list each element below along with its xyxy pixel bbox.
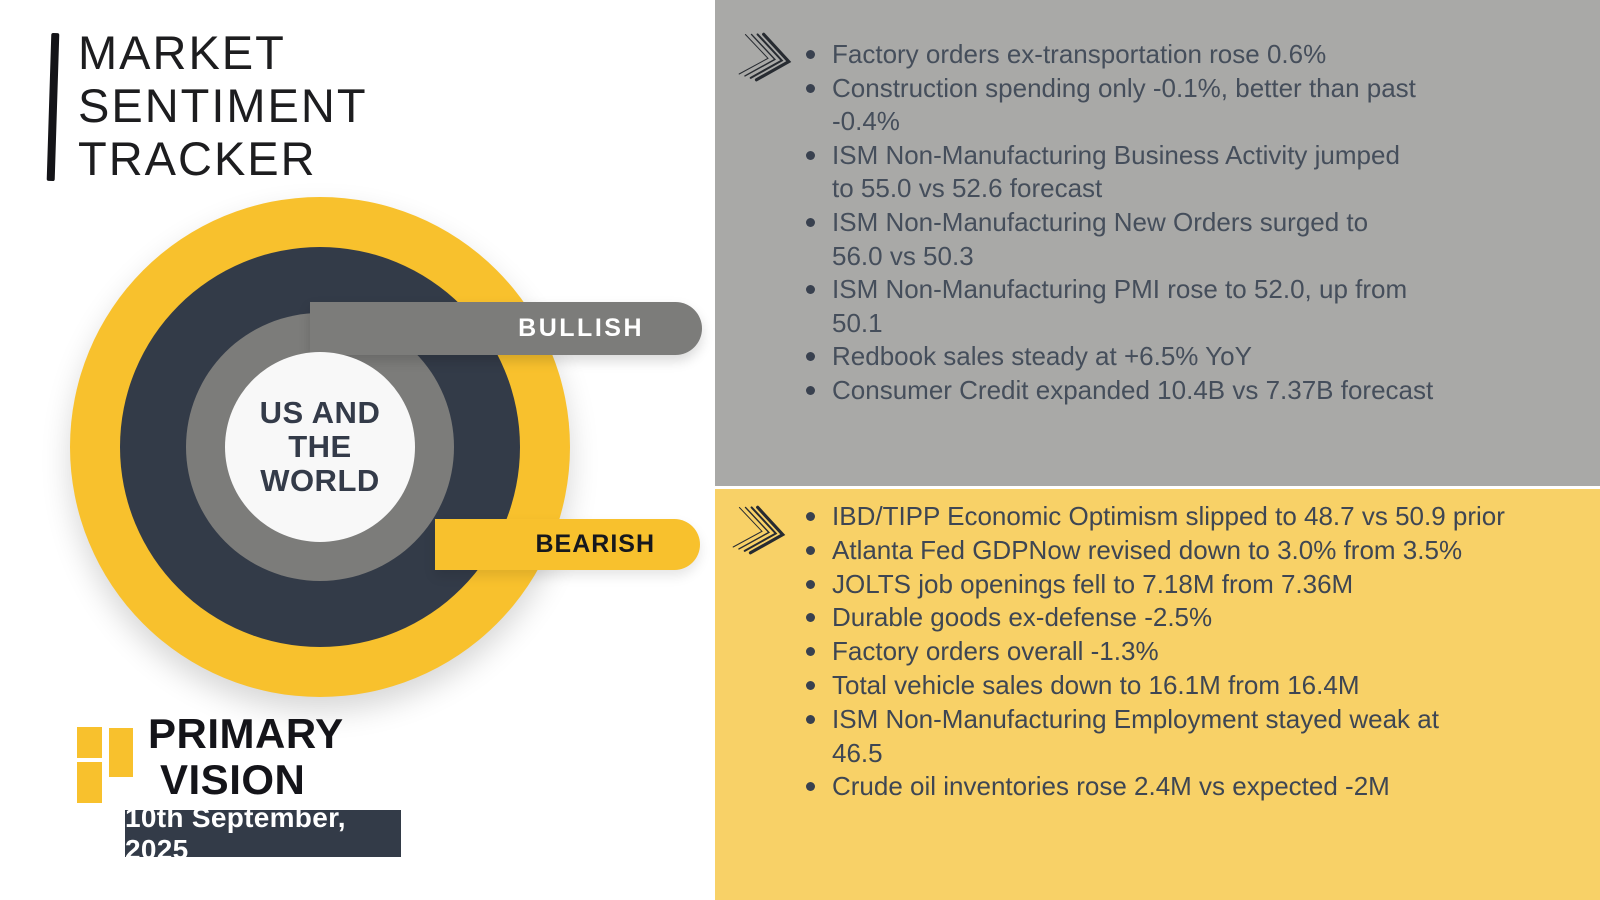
title-line: SENTIMENT xyxy=(78,79,368,132)
bullish-label: BULLISH xyxy=(518,314,644,342)
brand-name: PRIMARY VISION xyxy=(148,711,344,803)
date-badge: 10th September, 2025 xyxy=(125,802,401,865)
title-line: TRACKER xyxy=(78,132,317,185)
bearish-item: ISM Non-Manufacturing Employment stayed … xyxy=(800,703,1592,771)
bearish-list: IBD/TIPP Economic Optimism slipped to 48… xyxy=(800,500,1592,804)
bearish-tag: BEARISH xyxy=(435,519,700,570)
bearish-item: JOLTS job openings fell to 7.18M from 7.… xyxy=(800,568,1592,602)
double-chevron-right-icon xyxy=(732,505,786,555)
bullish-item: Consumer Credit expanded 10.4B vs 7.37B … xyxy=(800,374,1575,408)
brand-name-line: PRIMARY xyxy=(148,710,344,757)
bearish-item: Atlanta Fed GDPNow revised down to 3.0% … xyxy=(800,534,1592,568)
bearish-item: Factory orders overall -1.3% xyxy=(800,635,1592,669)
bearish-item: Durable goods ex-defense -2.5% xyxy=(800,601,1592,635)
logo-block xyxy=(77,762,102,803)
bullish-item: Factory orders ex-transportation rose 0.… xyxy=(800,38,1575,72)
wheel-center-label: US AND THE WORLD xyxy=(260,396,381,498)
page-title: MARKET SENTIMENT TRACKER xyxy=(78,26,368,185)
bullish-tag: BULLISH xyxy=(310,302,702,355)
bearish-item: Total vehicle sales down to 16.1M from 1… xyxy=(800,669,1592,703)
brand-name-line: VISION xyxy=(160,756,306,803)
wheel-center-line: US AND xyxy=(259,395,381,430)
bearish-item: IBD/TIPP Economic Optimism slipped to 48… xyxy=(800,500,1592,534)
title-accent-bar xyxy=(46,32,60,182)
bullish-item: ISM Non-Manufacturing New Orders surged … xyxy=(800,206,1575,273)
bullish-item: ISM Non-Manufacturing Business Activity … xyxy=(800,139,1575,206)
bullish-panel: Factory orders ex-transportation rose 0.… xyxy=(715,0,1600,486)
bullish-item: Redbook sales steady at +6.5% YoY xyxy=(800,340,1575,374)
double-chevron-right-icon xyxy=(738,32,792,82)
bearish-label: BEARISH xyxy=(535,530,655,558)
wheel-center-line: WORLD xyxy=(260,463,380,498)
title-line: MARKET xyxy=(78,26,286,79)
bullish-list: Factory orders ex-transportation rose 0.… xyxy=(800,38,1575,408)
logo-block xyxy=(109,728,133,777)
date-text: 10th September, 2025 xyxy=(125,801,346,865)
bearish-panel: IBD/TIPP Economic Optimism slipped to 48… xyxy=(715,489,1600,900)
wheel-center-line: THE xyxy=(288,429,352,464)
bearish-item: Crude oil inventories rose 2.4M vs expec… xyxy=(800,770,1592,804)
primary-vision-logo-icon xyxy=(77,727,137,807)
logo-block xyxy=(77,727,102,758)
bullish-item: Construction spending only -0.1%, better… xyxy=(800,72,1575,139)
bullish-item: ISM Non-Manufacturing PMI rose to 52.0, … xyxy=(800,273,1575,340)
wheel-center: US AND THE WORLD xyxy=(225,352,415,542)
